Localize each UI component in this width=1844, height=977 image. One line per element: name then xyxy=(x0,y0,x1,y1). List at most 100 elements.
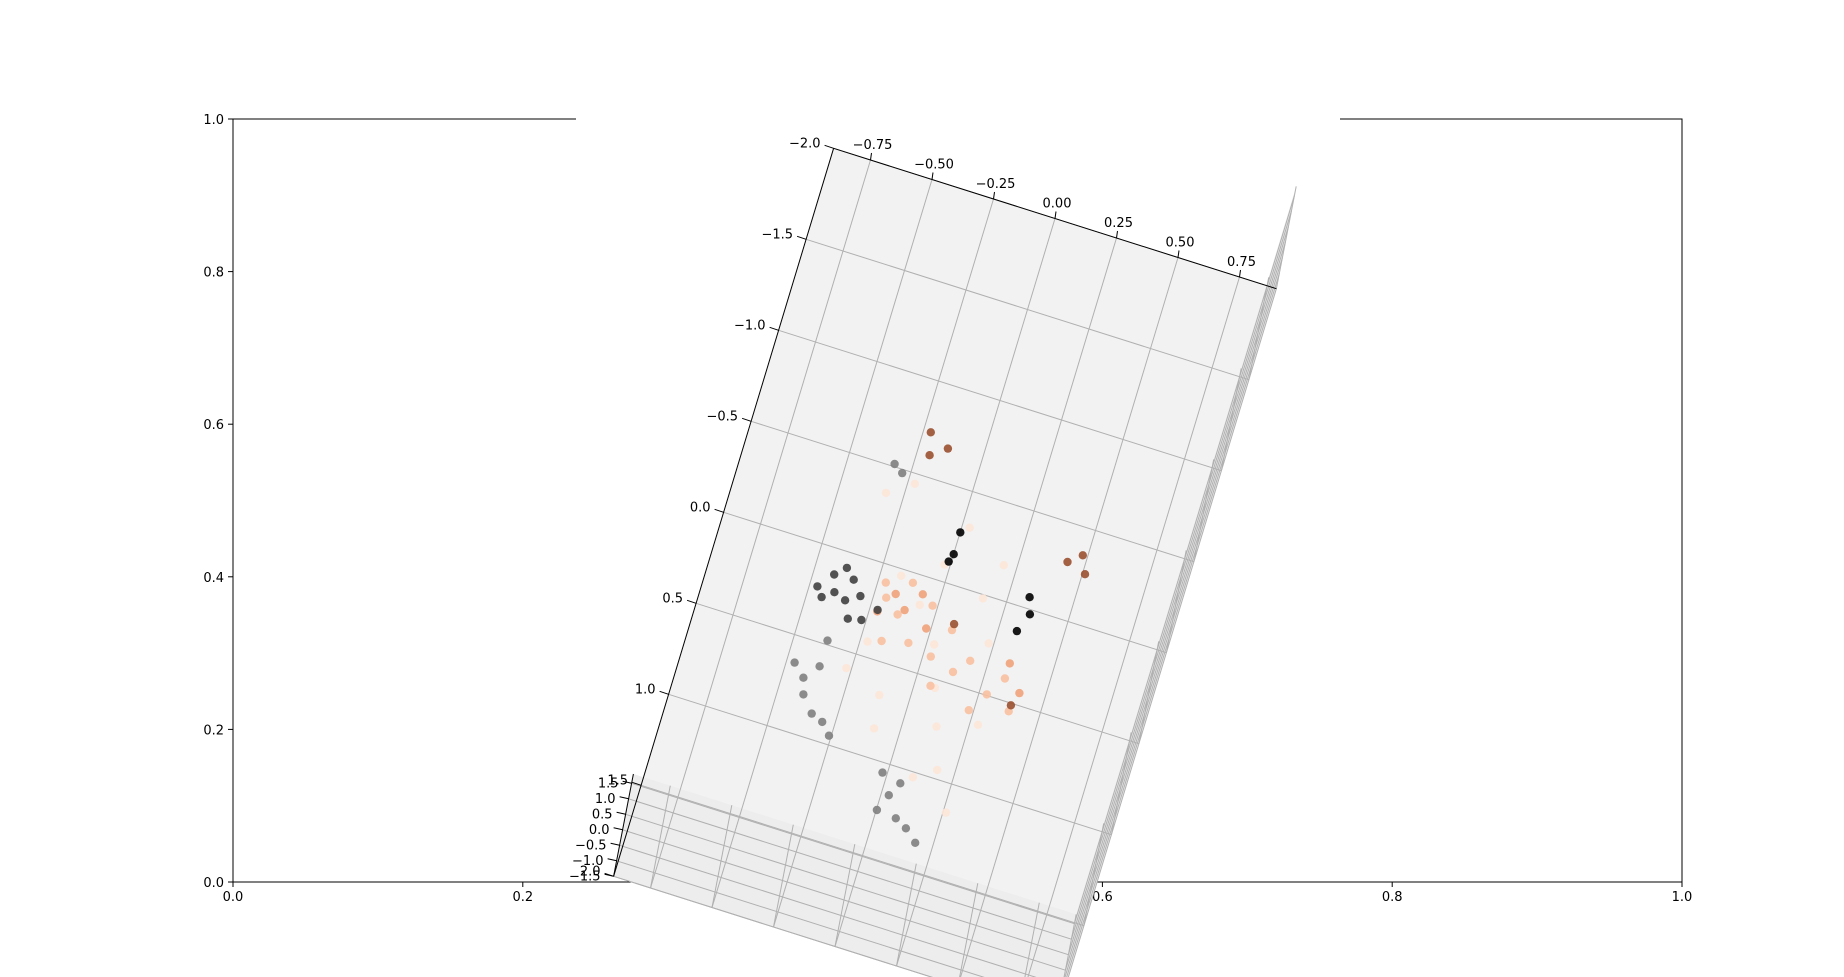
scatter-point xyxy=(799,690,808,699)
y3-tick-mark xyxy=(824,144,834,149)
scatter-point xyxy=(932,722,941,731)
scatter-point xyxy=(849,575,858,584)
scatter-point xyxy=(881,488,891,498)
x3-tick-mark xyxy=(870,152,872,161)
scatter-point xyxy=(799,673,808,682)
scatter-point xyxy=(928,601,937,610)
scatter-point xyxy=(901,824,911,833)
scatter-point xyxy=(869,724,879,733)
grid-line-x-front xyxy=(773,824,794,928)
x-tick-label: 0.0 xyxy=(223,890,244,905)
x3-tick-mark xyxy=(1239,269,1241,278)
grid-line-z xyxy=(628,798,1072,940)
y-tick-label: 0.0 xyxy=(203,876,224,891)
z3-tick-label: 0.5 xyxy=(592,807,613,822)
y-tick-label: 0.2 xyxy=(203,723,224,738)
z3-tick-mark xyxy=(604,873,614,877)
scatter-point xyxy=(891,814,900,823)
axes3d-background xyxy=(576,115,1340,123)
grid-line-y xyxy=(668,693,1112,836)
scatter-point xyxy=(904,638,913,648)
scatter-point xyxy=(891,589,900,599)
scatter-point xyxy=(842,663,851,673)
grid-line-z xyxy=(622,829,1066,971)
scatter-point xyxy=(857,615,866,625)
scatter-point xyxy=(863,637,872,646)
scatter-point xyxy=(915,600,924,610)
x3-tick-label: 0.75 xyxy=(1227,255,1256,270)
x3-tick-label: 0.50 xyxy=(1166,236,1195,251)
x-tick-label: 0.2 xyxy=(512,890,533,905)
z3-tick-mark xyxy=(619,796,629,800)
scatter-point xyxy=(877,636,886,646)
scatter-point xyxy=(878,768,887,777)
scatter-point xyxy=(918,590,927,599)
scatter-point xyxy=(944,557,953,566)
y3-tick-label: 1.5 xyxy=(607,773,628,788)
scatter-point xyxy=(1080,570,1090,579)
scatter-point xyxy=(941,808,951,817)
scatter-point xyxy=(897,571,906,580)
scatter-point xyxy=(840,596,850,605)
scatter-point xyxy=(900,605,909,615)
z3-tick-label: 1.0 xyxy=(595,792,616,807)
scatter-point xyxy=(925,451,934,460)
z-axis-line xyxy=(613,773,634,877)
front-pane xyxy=(613,774,1077,977)
z3-tick-mark xyxy=(610,842,620,846)
scatter-point xyxy=(873,605,882,615)
grid-lines xyxy=(613,147,1297,977)
scatter-point xyxy=(984,639,993,648)
scatter-point xyxy=(823,636,832,645)
grid-line-y xyxy=(640,784,1085,927)
scatter-point xyxy=(875,690,884,700)
y3-tick-label: 0.0 xyxy=(690,500,711,515)
grid-line-z-side xyxy=(1070,211,1292,940)
scatter-point xyxy=(807,709,816,718)
grid-line-z xyxy=(619,844,1037,977)
scatter-point xyxy=(824,731,834,740)
scatter-point xyxy=(910,479,919,488)
scatter-point xyxy=(872,805,882,815)
y-tick-label: 0.6 xyxy=(203,418,224,433)
x3-tick-mark xyxy=(1116,230,1118,239)
x3-tick-label: 0.00 xyxy=(1043,197,1072,212)
grid-line-y xyxy=(805,238,1250,381)
x3-tick-label: −0.50 xyxy=(914,158,954,173)
y3-tick-label: 1.0 xyxy=(635,682,656,697)
grid-line-z-side xyxy=(1067,226,1289,955)
grid-line-z xyxy=(631,782,1075,925)
scatter-point xyxy=(818,717,827,727)
y3-tick-mark xyxy=(796,235,807,240)
scatter-point xyxy=(830,588,839,597)
y3-tick-label: −2.0 xyxy=(789,136,821,151)
scatter-point xyxy=(978,594,988,603)
scatter-point xyxy=(908,578,918,587)
grid-line-x-front xyxy=(959,883,979,977)
grid-line-z xyxy=(616,860,985,977)
scatter-point xyxy=(1025,593,1034,602)
y3-tick-mark xyxy=(714,508,724,513)
scatter-point xyxy=(1063,557,1072,567)
y3-tick-label: −1.5 xyxy=(762,227,794,242)
y3-tick-label: −1.0 xyxy=(734,318,766,333)
scatter-point xyxy=(842,563,852,573)
x3-tick-label: −0.75 xyxy=(853,138,893,153)
grid-line-x-front xyxy=(896,863,917,967)
scatter-point xyxy=(964,706,973,715)
scatter-point xyxy=(1000,674,1010,683)
scatter-point xyxy=(911,838,920,847)
scatter-point xyxy=(882,593,891,602)
x3-tick-mark xyxy=(1177,250,1180,258)
scatter-point xyxy=(1025,610,1035,619)
grid-line-z-side xyxy=(1064,242,1286,971)
z3-tick-label: −1.0 xyxy=(572,854,604,869)
scatter-point xyxy=(890,459,899,469)
scatter-point xyxy=(1006,701,1016,710)
z3-tick-label: 0.0 xyxy=(589,823,610,838)
scatter-point xyxy=(926,681,935,690)
scatter-point xyxy=(881,578,890,587)
scatter-point xyxy=(926,652,935,661)
scatter-point xyxy=(982,690,991,699)
